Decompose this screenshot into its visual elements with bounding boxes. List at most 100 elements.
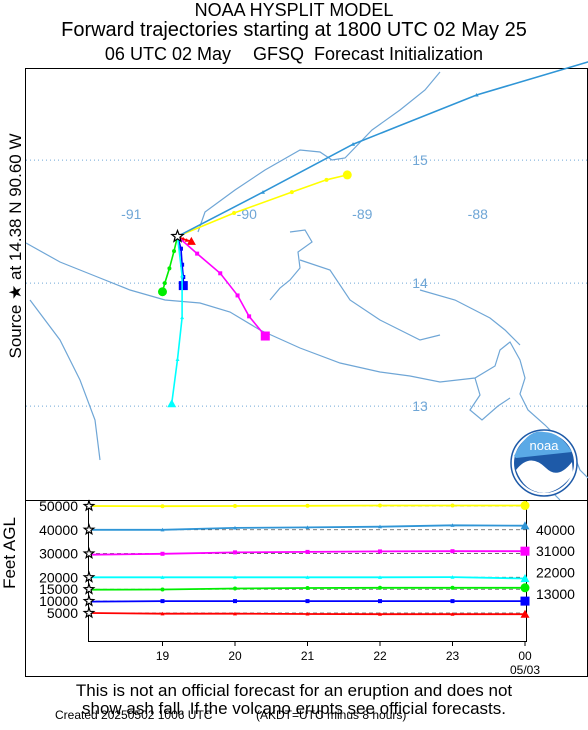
latitude-label: 15 [412, 152, 428, 168]
trajectory-point [195, 251, 200, 256]
init-label: Forecast Initialization [313, 44, 484, 64]
trajectory-point [232, 211, 237, 216]
height-point [160, 587, 165, 592]
height-point [378, 549, 382, 554]
trajectory-point [247, 314, 252, 319]
trajectory-point [474, 92, 479, 97]
height-source-star [82, 594, 96, 607]
height-date-label: 05/03 [510, 663, 540, 677]
forecast-subtitle: 06 UTC 02 May GFSQ Forecast Initialization [0, 43, 588, 65]
height-point [305, 503, 310, 508]
height-point [233, 525, 237, 530]
border-guatemala-honduras [269, 229, 313, 301]
longitude-label: -91 [121, 206, 141, 222]
coastline-pacific [25, 242, 588, 479]
height-left-tick-label: 20000 [39, 569, 78, 585]
trajectory-point [167, 266, 172, 271]
height-point [160, 504, 165, 509]
run-title: Forward trajectories starting at 1800 UT… [61, 19, 527, 41]
height-right-tick-label: 31000 [536, 543, 575, 559]
height-point [305, 599, 310, 604]
height-source-star [82, 546, 96, 559]
height-left-tick-label: 10000 [39, 593, 78, 609]
height-point [378, 524, 382, 529]
disclaimer-line-1: This is not an official forecast for an … [75, 681, 513, 700]
map-boundaries [25, 71, 588, 501]
height-point [520, 574, 530, 583]
trajectory-5 [176, 235, 270, 341]
trajectory-point [172, 249, 177, 254]
height-point [305, 611, 310, 616]
height-series-2 [90, 521, 530, 532]
height-point [305, 549, 310, 554]
height-series-7 [89, 609, 530, 618]
height-point [520, 521, 530, 530]
height-left-tick-label: 40000 [39, 522, 78, 538]
height-right-tick-label: 22000 [536, 565, 575, 581]
trajectory-point [289, 190, 294, 195]
trajectory-series [157, 61, 588, 408]
trajectory-point [178, 246, 183, 251]
height-source-star [82, 582, 96, 595]
border-el-salvador [299, 259, 441, 341]
model-title: NOAA HYSPLIT MODEL [194, 0, 394, 20]
height-left-tick-label: 30000 [39, 546, 78, 562]
height-point [378, 599, 382, 604]
height-point [233, 575, 237, 579]
height-point [520, 583, 530, 593]
height-point [160, 527, 165, 532]
height-x-tick-label: 19 [156, 649, 170, 663]
height-point [378, 612, 382, 616]
height-point [378, 585, 382, 590]
source-star [170, 228, 185, 243]
height-right-tick-label: 13000 [536, 586, 575, 602]
trajectory-point [167, 399, 177, 408]
height-point [520, 596, 530, 606]
trajectory-point [162, 281, 167, 286]
trajectory-point [324, 177, 329, 182]
height-series [89, 501, 530, 618]
created-timestamp: Created 20250502 1006 UTC [55, 708, 213, 722]
height-point [233, 550, 237, 555]
border-honduras-nicaragua [419, 289, 521, 346]
height-point [305, 575, 310, 579]
trajectory-point [157, 287, 167, 297]
trajectory-point [218, 271, 223, 276]
height-point [520, 546, 530, 556]
height-point [160, 599, 165, 604]
height-point [450, 503, 455, 508]
latitude-label: 14 [412, 275, 428, 291]
model-name: GFSQ [252, 44, 304, 64]
trajectory-7 [177, 61, 588, 238]
height-x-tick-label: 00 [518, 649, 532, 663]
trajectory-6 [177, 170, 352, 238]
height-point [450, 612, 455, 616]
height-point [450, 549, 455, 554]
height-source-star [82, 499, 96, 512]
trajectory-point [260, 190, 265, 194]
height-point [378, 575, 382, 579]
height-source-star [82, 523, 96, 536]
trajectory-line [177, 174, 348, 238]
trajectory-point [235, 293, 240, 298]
disclaimer-line-2: show ash fall. If the volcano erupts see… [82, 699, 506, 718]
noaa-logo: noaa [510, 429, 578, 497]
height-series-5 [89, 583, 530, 593]
map-graticule [26, 159, 587, 407]
height-point [160, 575, 165, 579]
trajectory-line [176, 235, 266, 337]
height-left-tick-label: 15000 [39, 581, 78, 597]
trajectory-line [170, 236, 183, 404]
height-source-star [82, 570, 96, 583]
border-west [29, 299, 101, 461]
height-left-tick-label: 5000 [47, 605, 78, 621]
trajectory-point [184, 238, 189, 242]
longitude-label: -88 [468, 206, 488, 222]
height-series-3 [89, 546, 530, 556]
height-point [520, 501, 530, 511]
trajectory-point [178, 281, 188, 291]
height-point [378, 503, 382, 508]
height-point [450, 575, 455, 579]
